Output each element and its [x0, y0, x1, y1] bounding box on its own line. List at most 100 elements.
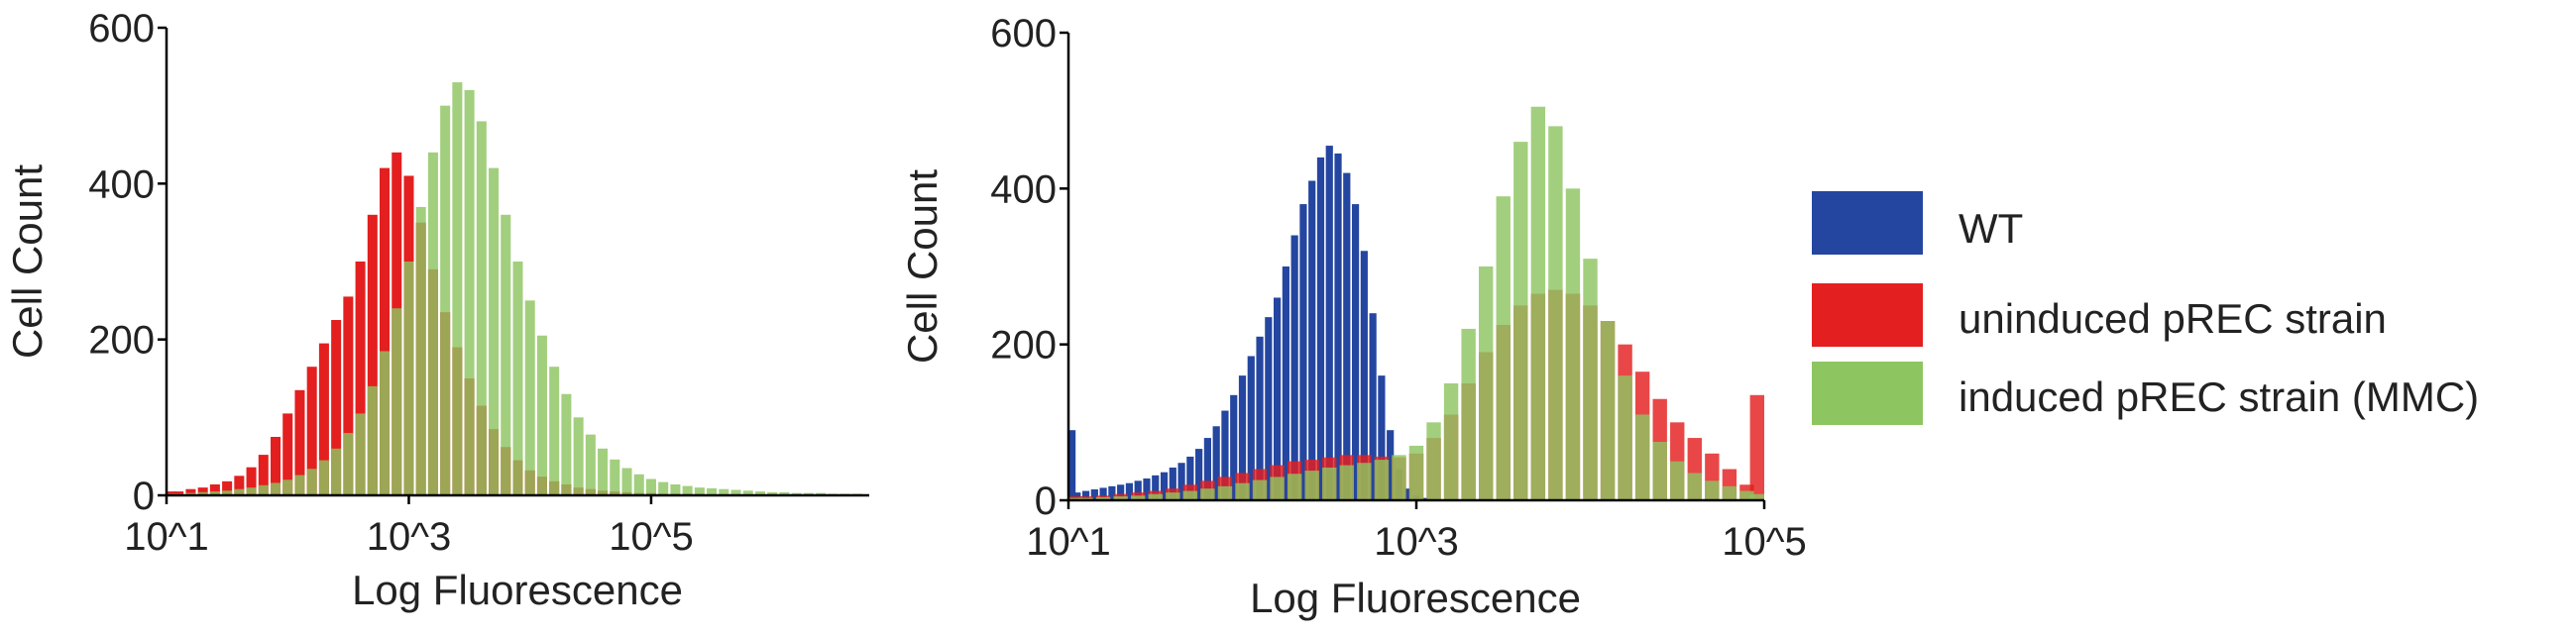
bar-uninduced-prec-strain-left-5 [222, 480, 233, 495]
bar-wt-right-26 [1290, 235, 1298, 500]
bar-uninduced-prec-strain-right-40 [1749, 394, 1764, 500]
bar-induced-prec-strain-mmc-left-16 [355, 413, 366, 495]
bar-wt-right-14 [1186, 456, 1194, 500]
bar-wt-right-4 [1099, 487, 1107, 500]
bar-induced-prec-strain-mmc-left-41 [658, 481, 669, 495]
bar-wt-right-35 [1369, 313, 1377, 500]
y-ticks-right: 0 200 400 600 [990, 12, 1068, 523]
bar-wt-right-21 [1247, 356, 1255, 500]
bar-uninduced-prec-strain-left-1 [173, 491, 184, 495]
bar-wt-right-30 [1325, 146, 1333, 500]
legend-label-wt: WT [1959, 205, 2023, 252]
bar-induced-prec-strain-mmc-left-47 [730, 489, 741, 495]
bar-induced-prec-strain-mmc-left-31 [536, 335, 547, 495]
bar-wt-right-16 [1203, 438, 1211, 500]
bar-wt-right-22 [1256, 336, 1264, 500]
bar-induced-prec-strain-mmc-left-44 [694, 487, 705, 495]
bar-induced-prec-strain-mmc-left-33 [561, 393, 572, 495]
y-tick-label-right-2: 400 [990, 167, 1057, 211]
bar-induced-prec-strain-mmc-left-39 [633, 474, 644, 495]
bar-induced-prec-strain-mmc-left-51 [779, 491, 790, 495]
bar-uninduced-prec-strain-left-8 [258, 455, 269, 495]
bar-wt-right-27 [1299, 204, 1307, 500]
bar-wt-right-36 [1378, 375, 1386, 500]
bar-induced-prec-strain-mmc-right-26 [1513, 142, 1528, 500]
bar-induced-prec-strain-mmc-left-27 [489, 167, 500, 495]
bar-uninduced-prec-strain-left-16 [355, 262, 366, 495]
bar-induced-prec-strain-mmc-left-37 [610, 459, 620, 495]
bar-uninduced-prec-strain-left-10 [282, 413, 293, 495]
bar-wt-right-39 [1403, 488, 1411, 500]
bar-uninduced-prec-strain-left-4 [209, 483, 220, 495]
bar-induced-prec-strain-mmc-left-18 [380, 351, 391, 495]
legend-swatch-uninduced [1812, 283, 1923, 347]
bar-induced-prec-strain-mmc-right-21 [1426, 422, 1441, 500]
legend: WT uninduced pREC strain induced pREC st… [1812, 191, 2479, 425]
histogram-panel-right: 0 200 400 600 10^1 10^3 10^5 Log Fluorescence… [899, 12, 1807, 621]
bar-induced-prec-strain-mmc-left-7 [246, 487, 257, 495]
bar-induced-prec-strain-mmc-right-38 [1722, 485, 1737, 500]
bar-wt-right-2 [1081, 490, 1090, 500]
bar-induced-prec-strain-mmc-right-29 [1565, 188, 1581, 500]
bar-induced-prec-strain-mmc-left-17 [367, 385, 378, 495]
bar-wt-right-9 [1143, 478, 1151, 500]
bars-right [1068, 106, 1764, 501]
x-tick-label-left-2: 10^5 [609, 515, 694, 559]
bar-wt-right-17 [1212, 426, 1220, 500]
bar-induced-prec-strain-mmc-right-40 [1749, 493, 1764, 500]
y-axis-label-left: Cell Count [4, 164, 51, 359]
bar-induced-prec-strain-mmc-right-37 [1705, 480, 1720, 500]
bar-induced-prec-strain-mmc-left-19 [392, 308, 402, 495]
bar-induced-prec-strain-mmc-left-30 [524, 300, 535, 495]
bar-wt-right-15 [1195, 449, 1203, 500]
bar-wt-right-32 [1343, 172, 1351, 500]
bar-uninduced-prec-strain-left-9 [271, 437, 281, 495]
bar-induced-prec-strain-mmc-left-22 [427, 152, 438, 495]
bar-induced-prec-strain-mmc-left-34 [573, 417, 584, 495]
bar-wt-right-20 [1238, 375, 1247, 500]
bar-induced-prec-strain-mmc-left-13 [318, 460, 329, 495]
bar-induced-prec-strain-mmc-left-26 [476, 121, 487, 496]
x-tick-label-left-0: 10^1 [124, 515, 209, 559]
x-tick-label-right-2: 10^5 [1722, 520, 1807, 564]
bar-induced-prec-strain-mmc-right-20 [1408, 445, 1424, 500]
bar-induced-prec-strain-mmc-left-11 [294, 475, 305, 495]
bar-induced-prec-strain-mmc-right-30 [1583, 259, 1598, 500]
x-tick-label-right-1: 10^3 [1374, 520, 1459, 564]
bar-induced-prec-strain-mmc-left-40 [645, 478, 656, 495]
bar-induced-prec-strain-mmc-left-12 [306, 469, 317, 495]
bar-uninduced-prec-strain-left-2 [185, 488, 196, 495]
y-tick-label-left-2: 400 [88, 162, 155, 206]
bar-induced-prec-strain-mmc-left-24 [452, 82, 463, 495]
bar-uninduced-prec-strain-left-18 [380, 167, 391, 495]
bar-induced-prec-strain-mmc-right-13 [1287, 474, 1302, 500]
bar-induced-prec-strain-mmc-right-28 [1548, 126, 1563, 501]
y-tick-label-right-1: 200 [990, 324, 1057, 368]
bar-induced-prec-strain-mmc-left-3 [197, 491, 208, 495]
bar-induced-prec-strain-mmc-right-5 [1148, 493, 1163, 500]
bar-induced-prec-strain-mmc-right-8 [1200, 488, 1215, 500]
bar-induced-prec-strain-mmc-right-23 [1461, 328, 1476, 500]
bar-induced-prec-strain-mmc-right-19 [1392, 455, 1406, 500]
bar-induced-prec-strain-mmc-left-29 [512, 262, 523, 495]
bar-induced-prec-strain-mmc-left-23 [440, 105, 451, 496]
bar-induced-prec-strain-mmc-right-36 [1687, 473, 1702, 500]
bar-induced-prec-strain-mmc-left-6 [234, 488, 245, 495]
bar-induced-prec-strain-mmc-right-17 [1357, 463, 1372, 500]
bar-induced-prec-strain-mmc-right-33 [1634, 414, 1650, 500]
bar-induced-prec-strain-mmc-right-4 [1131, 495, 1146, 500]
bar-induced-prec-strain-mmc-right-15 [1322, 467, 1337, 500]
x-axis-label-left: Log Fluorescence [352, 567, 683, 613]
bar-induced-prec-strain-mmc-right-27 [1530, 106, 1546, 500]
bar-induced-prec-strain-mmc-right-14 [1304, 471, 1319, 500]
bar-uninduced-prec-strain-left-11 [294, 389, 305, 495]
bar-wt-right-37 [1387, 430, 1395, 500]
x-ticks-right: 10^1 10^3 10^5 [1026, 500, 1807, 564]
legend-label-uninduced: uninduced pREC strain [1959, 295, 2387, 342]
y-tick-label-left-3: 600 [88, 7, 155, 51]
y-tick-label-left-0: 0 [133, 475, 155, 518]
bar-wt-right-25 [1282, 266, 1289, 500]
y-tick-label-right-3: 600 [990, 12, 1057, 55]
bar-uninduced-prec-strain-left-0 [167, 491, 177, 495]
bars-left [167, 82, 862, 496]
